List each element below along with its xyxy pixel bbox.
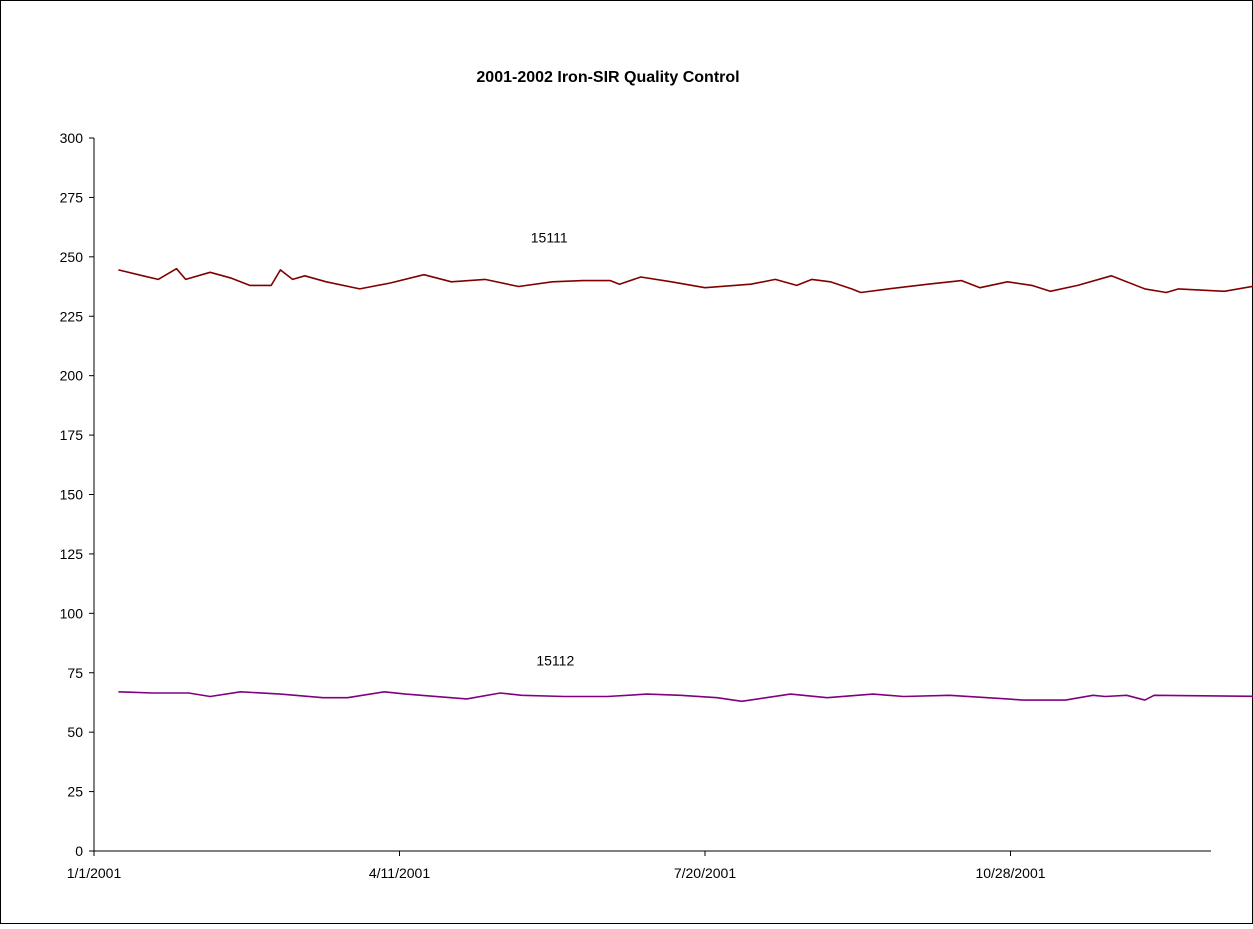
x-tick-label: 4/11/2001 [369,865,430,881]
x-tick-label: 7/20/2001 [674,865,736,881]
y-tick-label: 0 [75,843,83,859]
series-line-15112 [118,690,1253,703]
y-tick-label: 250 [60,249,84,265]
y-tick-label: 100 [60,605,84,621]
y-tick-label: 75 [67,665,83,681]
axes: 0 25 50 75 100 125 150 175 200 225 250 275 300 1/1/20… [60,130,1211,881]
y-tick-label: 200 [60,368,84,384]
chart-title: 2001-2002 Iron-SIR Quality Control [476,69,739,86]
y-tick-label: 275 [60,189,84,205]
y-tick-label: 300 [60,130,84,146]
y-tick-label: 25 [67,784,83,800]
series-line-15111 [118,267,1253,294]
series-label-15112: 15112 [536,653,574,669]
y-tick-label: 175 [60,427,84,443]
series-labels: 1511115112TRIAD 3TRIAD 2MQ3MQ1 [531,230,575,669]
x-tick-label: 1/1/2001 [67,865,122,881]
y-tick-label: 150 [60,487,84,503]
x-tick-label: 10/28/2001 [975,865,1045,881]
y-tick-label: 125 [60,546,84,562]
series-layer [118,267,1253,703]
series-label-15111: 15111 [531,230,568,246]
y-tick-label: 225 [60,308,84,324]
y-tick-label: 50 [67,724,83,740]
